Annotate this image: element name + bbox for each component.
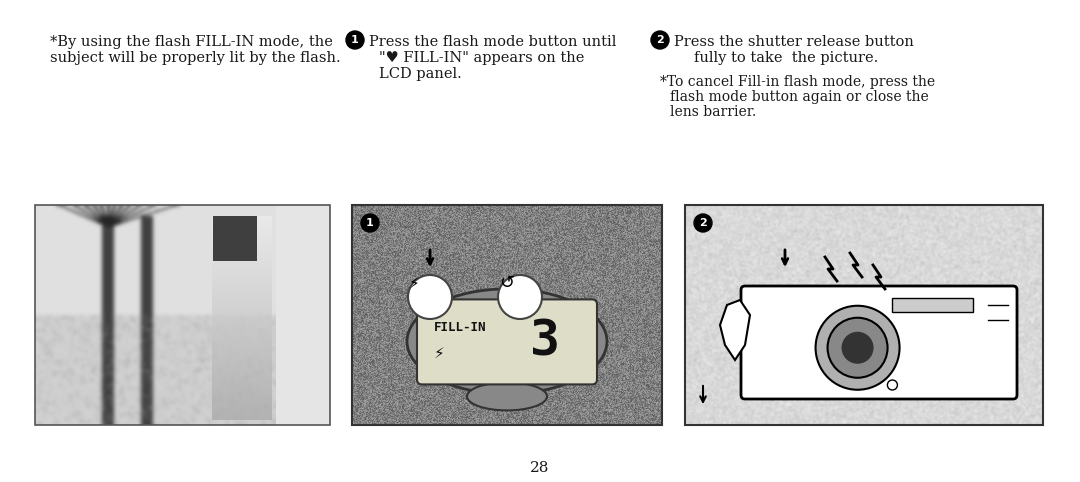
Text: 2: 2 xyxy=(657,35,664,45)
Bar xyxy=(892,298,973,312)
Text: *By using the flash FILL-IN mode, the: *By using the flash FILL-IN mode, the xyxy=(50,35,333,49)
Text: Press the flash mode button until: Press the flash mode button until xyxy=(369,35,617,49)
Text: "♥ FILL-IN" appears on the: "♥ FILL-IN" appears on the xyxy=(379,51,584,65)
Circle shape xyxy=(498,275,542,319)
Text: Press the shutter release button: Press the shutter release button xyxy=(674,35,914,49)
Text: fully to take  the picture.: fully to take the picture. xyxy=(694,51,878,65)
Ellipse shape xyxy=(467,382,546,410)
Circle shape xyxy=(694,214,712,232)
Text: ↺: ↺ xyxy=(499,274,514,292)
Text: flash mode button again or close the: flash mode button again or close the xyxy=(670,90,929,104)
Circle shape xyxy=(361,214,379,232)
Circle shape xyxy=(408,275,453,319)
Text: 28: 28 xyxy=(530,461,550,475)
Bar xyxy=(685,205,1043,425)
Text: 1: 1 xyxy=(351,35,359,45)
Ellipse shape xyxy=(407,289,607,394)
Text: 2: 2 xyxy=(699,218,707,228)
Text: FILL-IN: FILL-IN xyxy=(434,321,486,334)
Polygon shape xyxy=(720,300,750,360)
Text: LCD panel.: LCD panel. xyxy=(379,67,462,81)
Text: lens barrier.: lens barrier. xyxy=(670,105,756,119)
Text: 3: 3 xyxy=(530,318,561,365)
Circle shape xyxy=(815,306,900,390)
Text: subject will be properly lit by the flash.: subject will be properly lit by the flas… xyxy=(50,51,340,65)
FancyBboxPatch shape xyxy=(741,286,1017,399)
Circle shape xyxy=(827,318,888,378)
FancyBboxPatch shape xyxy=(417,299,597,385)
Bar xyxy=(352,205,662,425)
Circle shape xyxy=(346,31,364,49)
Circle shape xyxy=(888,380,897,390)
Text: 1: 1 xyxy=(366,218,374,228)
Bar xyxy=(35,205,330,425)
Text: ⚡: ⚡ xyxy=(408,276,419,291)
Text: *To cancel Fill-in flash mode, press the: *To cancel Fill-in flash mode, press the xyxy=(660,75,935,89)
Circle shape xyxy=(651,31,669,49)
Text: ⚡: ⚡ xyxy=(434,346,445,361)
Circle shape xyxy=(841,332,874,364)
